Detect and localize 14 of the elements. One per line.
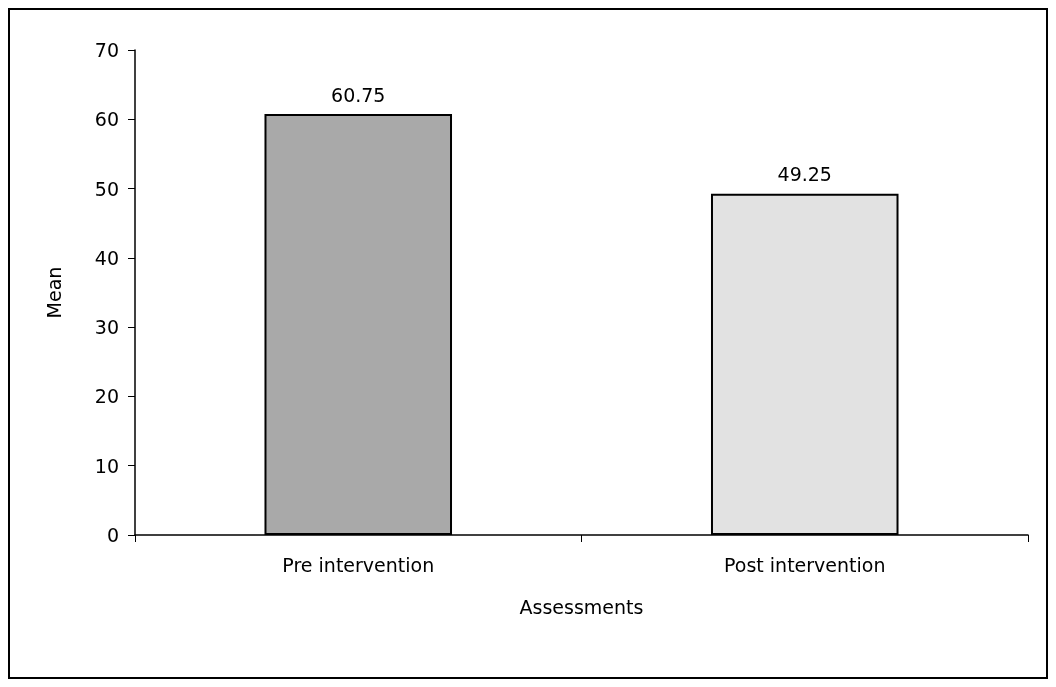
y-axis-title: Mean: [42, 266, 65, 319]
data-label: 49.25: [777, 163, 832, 186]
data-label: 60.75: [331, 83, 386, 106]
y-tick-label: 0: [106, 524, 119, 546]
y-tick-label: 20: [94, 385, 119, 408]
y-tick-label: 60: [94, 108, 119, 131]
y-tick-label: 50: [94, 177, 119, 200]
y-tick-label: 10: [94, 454, 119, 477]
y-tick-label: 40: [94, 246, 119, 269]
x-tick-label: Post intervention: [724, 553, 886, 576]
y-tick-label: 70: [94, 39, 119, 61]
x-tick-label: Pre intervention: [282, 553, 435, 576]
x-axis-title: Assessments: [519, 595, 644, 618]
y-tick-label: 30: [94, 316, 119, 339]
